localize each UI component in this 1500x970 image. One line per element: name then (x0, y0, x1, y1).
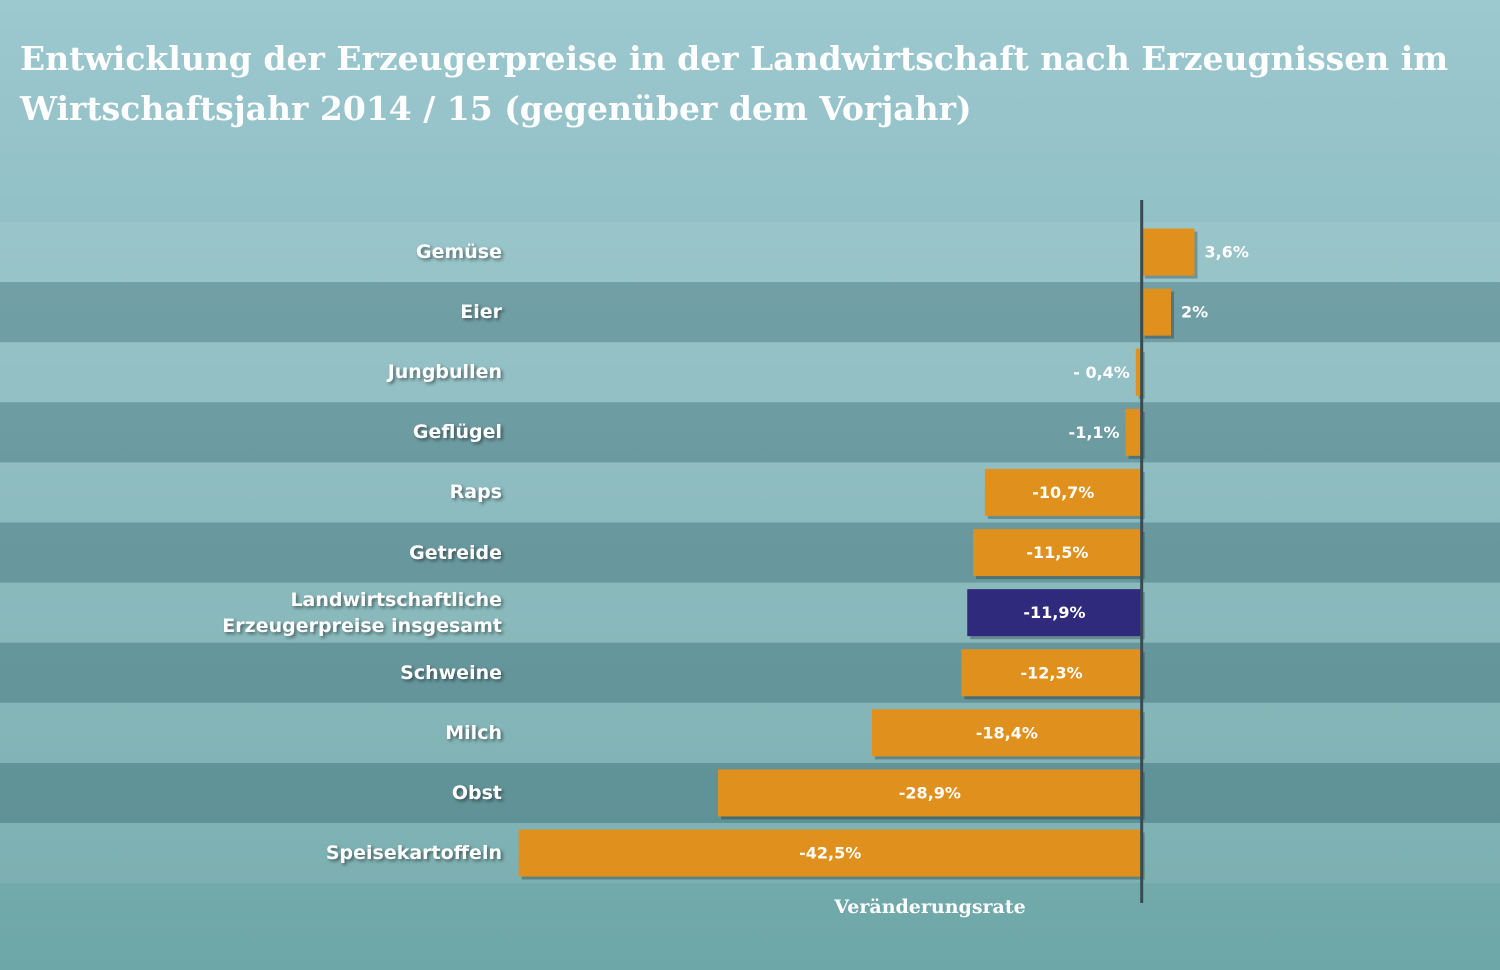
bar (1141, 288, 1172, 336)
category-label: Obst (451, 781, 502, 804)
row-stripe (0, 582, 1500, 643)
row-stripe (0, 702, 1500, 763)
bar (973, 529, 1142, 577)
bar (1135, 348, 1142, 396)
chart-title: Entwicklung der Erzeugerpreise in der La… (20, 39, 1449, 128)
bar (1125, 408, 1142, 456)
category-label: Gemüse (415, 241, 502, 264)
value-label: -11,9% (1023, 603, 1085, 622)
row-stripe (0, 642, 1500, 703)
row-stripe (0, 222, 1500, 283)
value-label: 3,6% (1204, 243, 1248, 262)
category-label: Speisekartoffeln (325, 842, 502, 865)
value-label: -42,5% (799, 844, 861, 863)
category-label: Milch (445, 721, 502, 744)
value-label: - 0,4% (1073, 363, 1130, 382)
value-label: -18,4% (976, 723, 1038, 742)
row-stripe (0, 402, 1500, 463)
row-stripe (0, 462, 1500, 523)
bar (961, 649, 1142, 697)
bar (718, 769, 1142, 817)
value-label: -28,9% (899, 783, 961, 802)
category-label: Raps (449, 481, 502, 504)
value-label: 2% (1181, 303, 1208, 322)
x-axis-label: Veränderungsrate (833, 896, 1025, 918)
bar (871, 709, 1142, 757)
category-label: Getreide (409, 541, 502, 564)
row-stripe (0, 342, 1500, 403)
bar (967, 589, 1142, 637)
category-label: Schweine (400, 661, 502, 684)
bar (518, 829, 1142, 877)
row-stripe (0, 522, 1500, 583)
value-label: -12,3% (1020, 663, 1082, 682)
value-label: -11,5% (1026, 543, 1088, 562)
value-label: -10,7% (1032, 483, 1094, 502)
bar (1141, 228, 1195, 276)
category-label: Eier (460, 301, 502, 324)
category-label: Landwirtschaftliche Erzeugerpreise insge… (222, 588, 502, 637)
category-label: Geflügel (412, 421, 502, 444)
value-label: -1,1% (1069, 423, 1120, 442)
category-label: Jungbullen (387, 361, 502, 384)
bar (984, 468, 1142, 516)
row-stripe (0, 282, 1500, 343)
